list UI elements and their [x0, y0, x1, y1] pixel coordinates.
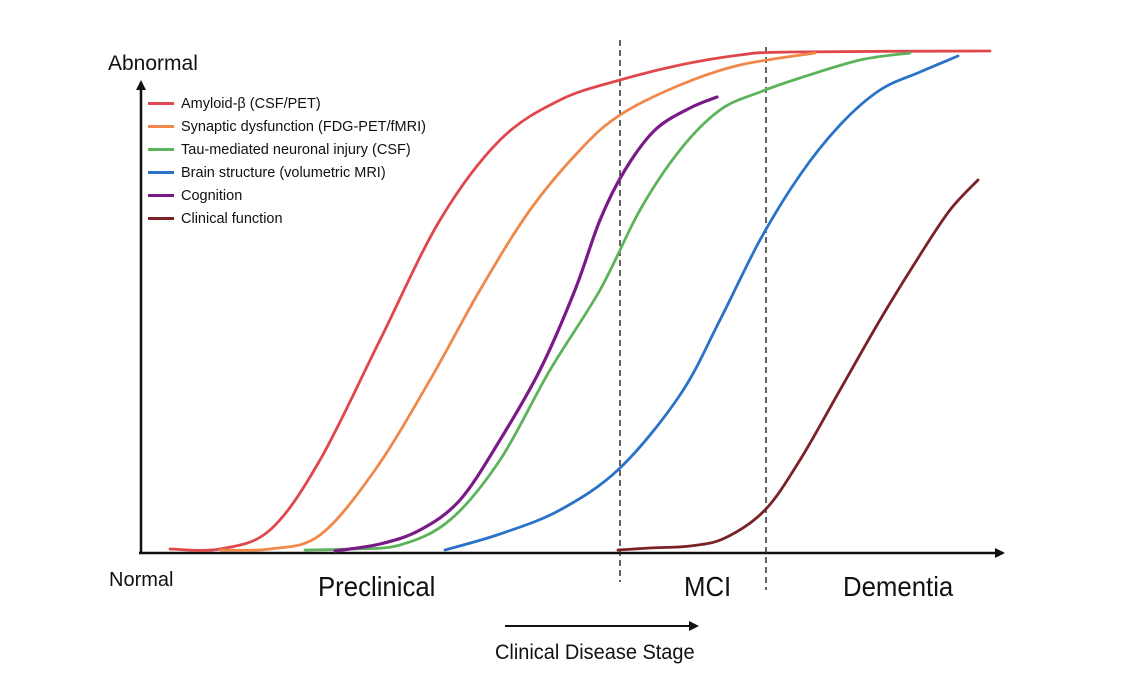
legend-swatch — [148, 171, 174, 174]
legend-label: Tau-mediated neuronal injury (CSF) — [181, 141, 411, 158]
axes — [136, 40, 1005, 631]
series-layer — [168, 49, 992, 553]
legend-item: Cognition — [148, 184, 426, 207]
legend-swatch — [148, 217, 174, 220]
series-line-4 — [333, 95, 719, 553]
series-line-5 — [616, 178, 980, 552]
legend-item: Synaptic dysfunction (FDG-PET/fMRI) — [148, 115, 426, 138]
legend-label: Synaptic dysfunction (FDG-PET/fMRI) — [181, 118, 426, 135]
series-line-1 — [218, 51, 817, 552]
legend: Amyloid-β (CSF/PET) Synaptic dysfunction… — [148, 92, 426, 230]
series-line-0 — [168, 49, 992, 552]
series-line-2 — [303, 51, 912, 552]
series-line-3 — [443, 54, 960, 552]
legend-item: Tau-mediated neuronal injury (CSF) — [148, 138, 426, 161]
stage-label-dementia: Dementia — [843, 571, 954, 602]
stage-label-preclinical: Preclinical — [318, 571, 436, 602]
legend-item: Clinical function — [148, 207, 426, 230]
legend-label: Brain structure (volumetric MRI) — [181, 164, 386, 181]
stage-label-mci: MCI — [684, 571, 732, 602]
y-axis-top-label: Abnormal — [108, 52, 198, 75]
legend-swatch — [148, 125, 174, 128]
legend-item: Brain structure (volumetric MRI) — [148, 161, 426, 184]
legend-label: Cognition — [181, 187, 243, 204]
legend-swatch — [148, 102, 174, 105]
legend-swatch — [148, 194, 174, 197]
legend-swatch — [148, 148, 174, 151]
y-axis-bottom-label: Normal — [109, 569, 174, 591]
legend-label: Clinical function — [181, 210, 283, 227]
x-axis-caption: Clinical Disease Stage — [495, 641, 695, 664]
legend-item: Amyloid-β (CSF/PET) — [148, 92, 426, 115]
legend-label: Amyloid-β (CSF/PET) — [181, 95, 321, 112]
